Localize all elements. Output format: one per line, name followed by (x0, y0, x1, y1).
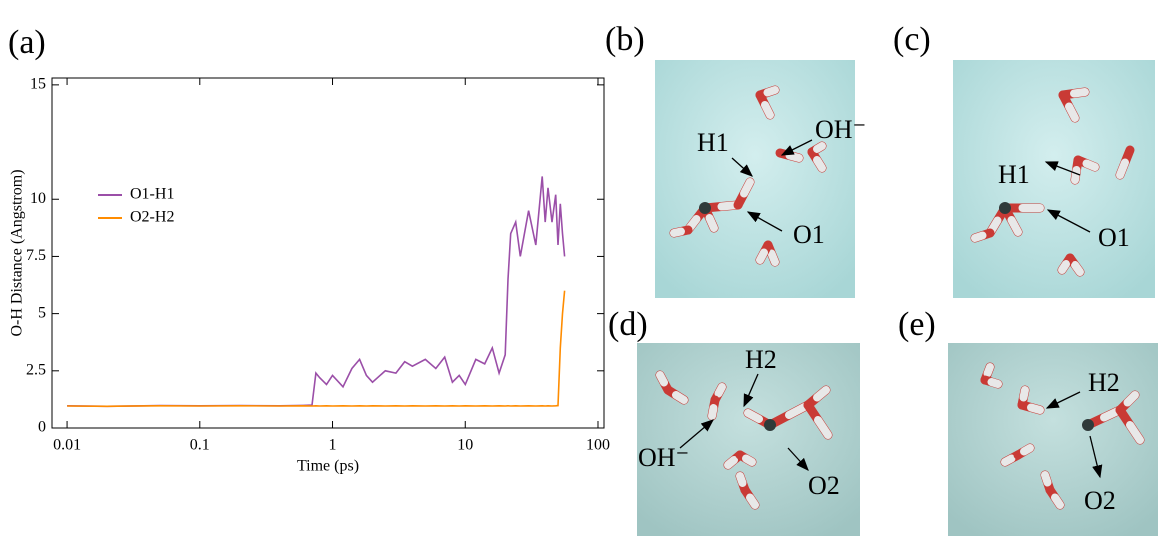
annotation: H2 (1088, 368, 1120, 397)
arrow (743, 373, 759, 408)
panel-label: (a) (8, 24, 46, 61)
bond (1041, 471, 1052, 487)
bond (761, 101, 774, 119)
arrow (780, 139, 813, 156)
x-tick-label: 1 (329, 437, 337, 454)
bond (670, 227, 685, 237)
bond (742, 454, 756, 466)
bond (813, 386, 830, 402)
bond (1116, 158, 1129, 179)
panel-label: (c) (893, 21, 931, 58)
bond (672, 391, 688, 404)
bond (1071, 261, 1084, 276)
annotation: O2 (1084, 486, 1116, 515)
arrow (1089, 435, 1103, 479)
panel-image (948, 343, 1158, 536)
x-axis-label: Time (ps) (297, 458, 359, 475)
carbon (1082, 419, 1094, 431)
panel-label: (d) (608, 306, 648, 343)
bond (1020, 444, 1034, 456)
annotation: OH⁻ (638, 443, 689, 472)
image-panel (948, 343, 1158, 536)
arrow (679, 419, 714, 449)
arrow (787, 447, 809, 471)
y-tick-label: 2.5 (26, 361, 46, 378)
bond (708, 404, 718, 420)
bond (1070, 88, 1089, 98)
x-tick-label: 0.1 (190, 437, 210, 454)
annotation: H2 (745, 345, 777, 374)
carbon (999, 202, 1011, 214)
bond (724, 456, 738, 469)
y-tick-label: 7.5 (26, 247, 46, 264)
arrow (1045, 391, 1081, 409)
bond (744, 409, 763, 423)
annotation: H1 (998, 160, 1030, 189)
annotation: O1 (793, 220, 825, 249)
plot-frame (51, 77, 605, 429)
bond (971, 231, 987, 242)
annotation: O2 (808, 471, 840, 500)
panel-image (637, 343, 860, 536)
y-tick-label: 0 (38, 419, 46, 436)
bond (1071, 166, 1081, 184)
annotation: O1 (1098, 223, 1130, 252)
y-tick-label: 5 (38, 304, 46, 321)
x-tick-label: 100 (586, 437, 610, 454)
bond (1051, 493, 1064, 509)
data-line (67, 290, 566, 408)
legend-label: O2-H2 (130, 209, 174, 226)
bond (1082, 159, 1099, 171)
bond (1126, 421, 1144, 444)
bond (813, 156, 826, 172)
carbon (764, 419, 776, 431)
bond (756, 248, 768, 264)
bond (656, 371, 668, 387)
bond (746, 493, 759, 509)
annotation: OH⁻ (815, 115, 866, 144)
data-line (67, 176, 566, 408)
x-tick-label: 10 (457, 437, 473, 454)
y-axis-label: O-H Distance (Angstrom) (9, 169, 26, 336)
legend-label: O1-H1 (130, 186, 174, 203)
bond (813, 142, 826, 153)
annotation: H1 (697, 128, 729, 157)
bond (983, 363, 994, 378)
image-panel (637, 343, 860, 536)
bond (763, 86, 779, 97)
bond (1001, 454, 1016, 466)
arrow (1044, 161, 1081, 176)
panel-label: (b) (605, 21, 645, 58)
arrow (1046, 209, 1091, 233)
bond (740, 178, 754, 198)
bond (705, 214, 718, 232)
bond (736, 472, 747, 487)
bond (814, 416, 832, 439)
bond (1007, 216, 1022, 236)
image-panel (953, 60, 1155, 298)
arrow (746, 211, 783, 232)
arrow (731, 157, 753, 177)
bond (1027, 403, 1044, 414)
image-panel (655, 60, 855, 298)
bond (987, 378, 1002, 388)
panel-label: (e) (898, 306, 936, 343)
bond (1123, 391, 1139, 407)
bond (1065, 102, 1079, 122)
bond (767, 249, 779, 266)
y-tick-label: 10 (30, 190, 46, 207)
bond (1058, 260, 1070, 274)
carbon (699, 202, 711, 214)
bond (785, 151, 803, 162)
bond (1019, 386, 1029, 402)
panel-image (655, 60, 855, 298)
bond (714, 383, 726, 398)
x-tick-label: 0.01 (53, 437, 81, 454)
y-tick-label: 15 (30, 76, 46, 93)
panel-image (953, 60, 1155, 298)
